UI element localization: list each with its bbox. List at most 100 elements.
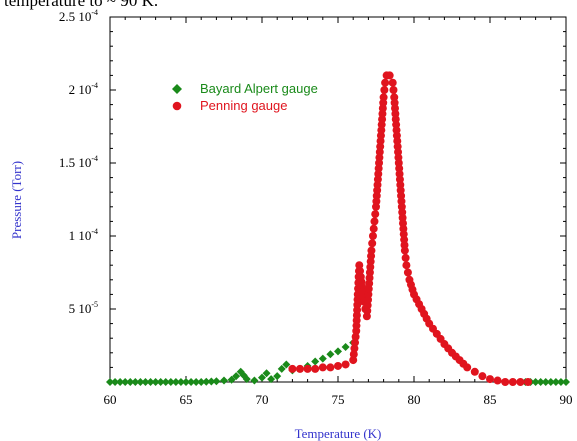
data-point [197,378,206,386]
y-tick-mantissa: 1.5 10 [59,155,92,170]
data-point [470,367,479,376]
data-point [126,378,135,386]
data-point [296,364,304,373]
data-point [161,378,170,386]
data-point [368,239,377,248]
data-point [182,378,190,386]
data-point [402,261,411,270]
data-point [318,363,327,372]
data-point [351,332,360,341]
data-point [551,378,560,386]
plot-frame [109,16,567,383]
data-point [388,78,397,87]
data-point [277,364,286,373]
data-point [131,378,140,386]
data-point [556,378,565,386]
data-point [371,210,380,219]
data-point [478,372,487,381]
x-tick-label: 90 [560,392,573,407]
y-tick-label: 1 10-4 [69,227,98,243]
data-point [288,364,297,373]
data-point [379,93,388,102]
y-tick-mantissa: 1 10 [69,228,92,243]
data-point [176,378,185,386]
series-layer [106,71,570,386]
data-point [369,224,378,233]
y-tick-mantissa: 2.5 10 [59,9,92,24]
data-point [207,377,216,386]
data-point [501,378,510,386]
series-bayard-alpert [106,338,570,386]
y-tick-label: 1.5 10-4 [59,154,98,170]
data-point [531,378,540,386]
data-point [400,246,409,255]
x-tick-label: 65 [180,392,193,407]
x-tick-label: 60 [104,392,117,407]
legend-marker-penning [172,101,182,111]
y-tick-exponent: -4 [91,154,98,163]
data-point [202,377,211,386]
data-point [367,246,376,255]
series-penning [288,71,532,386]
data-point [303,364,312,373]
data-point [356,267,365,276]
y-tick-label: 5 10-5 [69,300,98,316]
data-point [368,232,377,240]
data-point [311,357,320,366]
data-point [192,378,201,386]
data-point [381,78,390,87]
data-point [562,378,570,386]
data-point [282,360,291,369]
legend: Bayard Alpert gauge Penning gauge [172,81,318,113]
data-point [136,378,145,386]
y-axis-title: Pressure (Torr) [9,161,24,239]
data-point [146,378,155,386]
data-point [171,378,180,386]
legend-label-penning: Penning gauge [200,98,287,113]
data-point [349,350,358,359]
data-point [232,372,241,381]
data-point [212,377,221,386]
data-point [334,347,342,356]
data-point [341,342,350,351]
data-point [541,378,550,386]
data-point [106,378,114,386]
data-point [326,350,335,359]
legend-label-bayard: Bayard Alpert gauge [200,81,318,96]
y-tick-exponent: -4 [91,8,98,17]
data-point [121,378,130,386]
x-tick-label: 75 [332,392,345,407]
data-point [267,375,276,384]
data-point [463,363,472,372]
data-point [187,378,196,386]
y-tick-exponent: -4 [91,227,98,236]
data-point [389,86,398,94]
data-point [141,378,150,386]
data-point [116,378,125,386]
axis-ticks [109,16,567,383]
data-point [334,361,342,370]
tick-labels: 60 65 70 75 80 85 905 10-51 10-41.5 10-42 10-4… [59,8,573,407]
data-point [536,378,545,386]
data-point [156,378,165,386]
data-point [318,354,327,363]
data-point [349,356,358,365]
y-tick-mantissa: 5 10 [69,301,92,316]
data-point [311,364,320,373]
data-point [401,253,410,262]
x-tick-label: 70 [256,392,269,407]
data-point [242,375,251,384]
data-point [220,376,228,385]
data-point [273,372,282,381]
data-point [403,268,412,277]
y-tick-exponent: -4 [91,81,98,90]
x-tick-label: 80 [408,392,421,407]
data-point [151,378,160,386]
data-point [355,261,364,270]
x-tick-label: 85 [484,392,497,407]
x-axis-title: Temperature (K) [295,426,382,441]
data-point [351,338,360,347]
legend-marker-bayard [172,84,182,94]
data-point [258,373,266,382]
